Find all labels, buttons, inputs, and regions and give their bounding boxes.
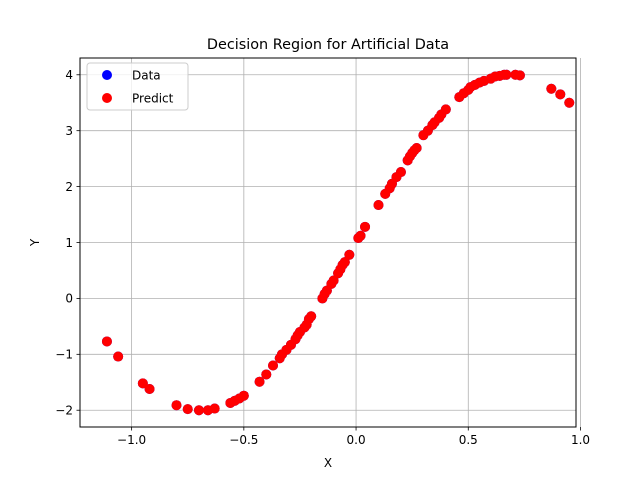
y-tick-label: −2 [55,404,73,418]
data-point-predict [546,83,557,94]
y-axis-label: Y [28,238,42,247]
data-point-predict [339,257,350,268]
data-point-predict [564,97,575,108]
series-predict [101,69,575,416]
x-tick-label: −1.0 [117,433,146,447]
data-point-predict [501,69,512,80]
x-axis-label: X [324,456,332,470]
data-point-predict [268,360,279,371]
data-point-predict [360,221,371,232]
y-tick-label: 3 [65,124,73,138]
legend-marker-data [102,70,112,80]
data-point-predict [555,89,566,100]
data-point-predict [113,351,124,362]
x-tick-label: −0.5 [229,433,258,447]
y-axis-ticks: −2 −1 0 1 2 3 4 [55,68,80,418]
y-tick-label: 2 [65,180,73,194]
data-point-predict [306,311,317,322]
x-tick-label: 0.5 [459,433,478,447]
legend-box [86,62,189,111]
data-point-predict [355,230,366,241]
data-point-predict [144,383,155,394]
data-point-predict [411,143,422,154]
y-tick-label: 0 [65,292,73,306]
data-point-predict [182,404,193,415]
chart-title: Decision Region for Artificial Data [207,37,449,53]
data-point-predict [514,70,525,81]
data-point-predict [101,336,112,347]
data-point-predict [193,405,204,416]
x-axis-ticks: −1.0 −0.5 0.0 0.5 1.0 [117,427,590,447]
data-point-predict [171,400,182,411]
data-points [101,69,575,416]
data-point-predict [261,369,272,380]
data-point-predict [254,376,265,387]
y-tick-label: −1 [55,348,73,362]
data-point-predict [209,403,220,414]
data-point-predict [344,249,355,260]
legend-label-predict: Predict [132,92,174,106]
legend: Data Predict [86,62,189,111]
plot-area [79,57,581,428]
grid-lines [80,58,581,427]
legend-label-data: Data [132,69,161,83]
data-point-predict [440,104,451,115]
x-tick-label: 0.0 [347,433,366,447]
y-tick-label: 1 [65,236,73,250]
data-point-predict [328,275,339,286]
data-point-predict [238,390,249,401]
x-tick-label: 1.0 [571,433,590,447]
data-point-predict [373,200,384,211]
data-point-predict [395,167,406,178]
legend-marker-predict [102,93,112,103]
y-tick-label: 4 [65,68,73,82]
data-point-predict [137,378,148,389]
